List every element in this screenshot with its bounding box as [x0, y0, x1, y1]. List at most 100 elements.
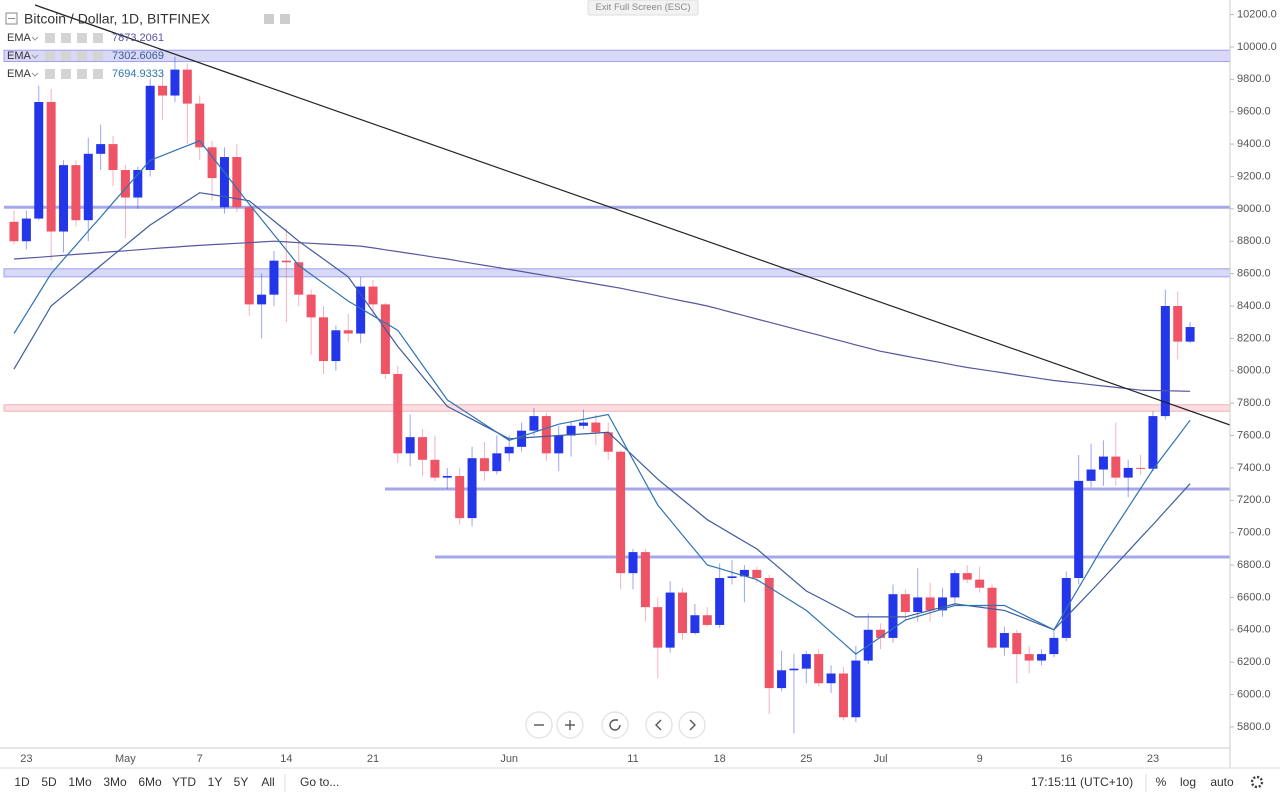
price-band — [3, 268, 1231, 278]
candle-body — [1098, 456, 1108, 470]
candle-body — [455, 476, 465, 519]
clock: 17:15:11 (UTC+10) — [1031, 775, 1133, 789]
candle-body — [356, 286, 366, 334]
candle-body — [715, 578, 725, 625]
y-tick-label: 7800.0 — [1237, 397, 1271, 409]
candle-body — [838, 673, 848, 718]
candle-body — [517, 430, 527, 447]
candle-body — [801, 654, 811, 669]
candle-body — [306, 294, 316, 318]
settings-button[interactable] — [1250, 775, 1264, 789]
y-tick-label: 8400.0 — [1237, 300, 1271, 312]
candle-body — [418, 437, 428, 460]
y-tick-label: 10200.0 — [1237, 8, 1277, 20]
range-button[interactable]: 1Y — [208, 775, 223, 789]
legend-icon — [77, 51, 87, 61]
exit-fullscreen-label: Exit Full Screen (ESC) — [595, 2, 690, 13]
range-button[interactable]: 1D — [14, 775, 30, 789]
legend-icon — [45, 69, 55, 79]
range-button[interactable]: 1Mo — [68, 775, 92, 789]
legend-caret — [31, 54, 39, 59]
y-tick-label: 8000.0 — [1237, 365, 1271, 377]
range-button[interactable]: 5Y — [234, 775, 249, 789]
range-button[interactable]: 5D — [41, 775, 57, 789]
candle-body — [628, 552, 638, 574]
candle-body — [1037, 654, 1047, 661]
y-tick-label: 10000.0 — [1237, 41, 1277, 53]
ema-line — [13, 240, 1191, 392]
candle-body — [814, 654, 824, 684]
legend-icon — [93, 51, 103, 61]
x-tick-label: 23 — [1147, 753, 1159, 765]
y-tick-label: 6200.0 — [1237, 656, 1271, 668]
legend-value: 7302.6069 — [112, 50, 164, 62]
scroll-left-button[interactable] — [645, 711, 673, 739]
y-tick-label: 6400.0 — [1237, 624, 1271, 636]
symbol-title: Bitcoin / Dollar, 1D, BITFINEX — [24, 11, 211, 27]
y-tick-label: 9200.0 — [1237, 170, 1271, 182]
candle-body — [405, 437, 415, 454]
range-button[interactable]: 6Mo — [138, 775, 162, 789]
candle-body — [603, 432, 613, 452]
reset-button[interactable] — [601, 711, 629, 739]
legend-icon — [61, 69, 71, 79]
price-band — [3, 404, 1231, 412]
y-tick-label: 9800.0 — [1237, 73, 1271, 85]
candle-body — [826, 673, 836, 684]
candle-body — [145, 85, 155, 170]
candle-body — [616, 451, 626, 574]
candle-body — [752, 569, 762, 578]
range-button[interactable]: 3Mo — [103, 775, 127, 789]
candle-body — [195, 103, 205, 148]
candle-body — [888, 594, 898, 638]
candle-body — [739, 569, 749, 577]
y-tick-label: 8800.0 — [1237, 235, 1271, 247]
range-button[interactable]: All — [261, 775, 274, 789]
range-button[interactable]: YTD — [172, 775, 196, 789]
legend-caret — [31, 72, 39, 77]
candle-body — [1111, 456, 1121, 478]
ema-line — [13, 192, 1191, 631]
candle-body — [1074, 480, 1084, 578]
settings-icon[interactable] — [264, 14, 274, 24]
legend-icon — [45, 33, 55, 43]
candle-body — [702, 615, 712, 625]
candle-body — [578, 422, 588, 426]
candle-body — [554, 435, 564, 454]
candle-body — [430, 459, 440, 478]
candle-body — [108, 144, 118, 170]
reset-icon — [609, 719, 621, 731]
x-tick-label: 9 — [977, 753, 983, 765]
candle-body — [851, 660, 861, 718]
x-tick-label: 18 — [714, 753, 726, 765]
percent-button[interactable]: % — [1156, 775, 1167, 789]
auto-button[interactable]: auto — [1210, 775, 1234, 789]
legend-name: EMA — [7, 50, 32, 62]
goto-button[interactable]: Go to... — [300, 775, 339, 789]
x-tick-label: 7 — [197, 753, 203, 765]
candle-body — [764, 578, 774, 689]
candle-body — [9, 221, 19, 242]
exit-fullscreen-button[interactable] — [587, 0, 699, 16]
collapse-icon[interactable] — [5, 12, 18, 25]
candle-body — [653, 607, 663, 648]
candle-body — [1123, 467, 1133, 478]
log-button[interactable]: log — [1180, 775, 1196, 789]
y-tick-label: 9400.0 — [1237, 138, 1271, 150]
candle-body — [665, 592, 675, 648]
candle-body — [900, 594, 910, 612]
y-tick-label: 8600.0 — [1237, 268, 1271, 280]
candle-body — [368, 286, 378, 305]
candle-body — [83, 153, 93, 221]
candle-body — [950, 573, 960, 598]
x-tick-label: 14 — [280, 753, 292, 765]
candle-body — [876, 629, 886, 638]
candle-body — [59, 165, 69, 232]
hide-icon[interactable] — [280, 14, 290, 24]
candle-body — [207, 147, 217, 179]
candle-body — [690, 615, 700, 634]
x-tick-label: 16 — [1060, 753, 1072, 765]
legend-icon — [77, 69, 87, 79]
scroll-right-button[interactable] — [678, 711, 706, 739]
